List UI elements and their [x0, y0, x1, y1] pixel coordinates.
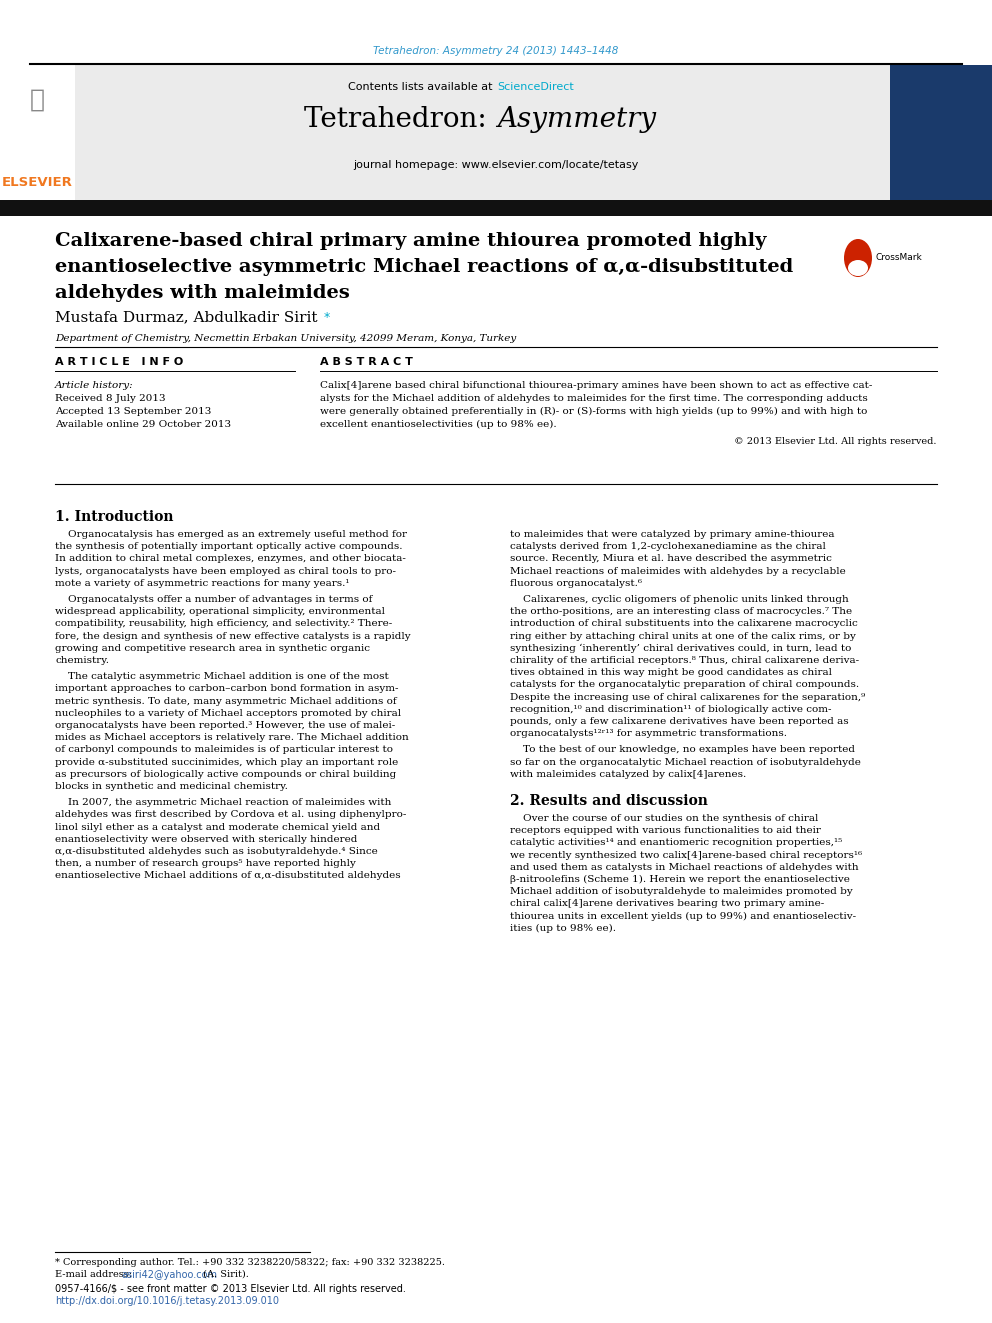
Text: blocks in synthetic and medicinal chemistry.: blocks in synthetic and medicinal chemis… — [55, 782, 288, 791]
Text: we recently synthesized two calix[4]arene-based chiral receptors¹⁶: we recently synthesized two calix[4]aren… — [510, 851, 862, 860]
Text: To the best of our knowledge, no examples have been reported: To the best of our knowledge, no example… — [510, 745, 855, 754]
Text: © 2013 Elsevier Ltd. All rights reserved.: © 2013 Elsevier Ltd. All rights reserved… — [734, 437, 937, 446]
Text: Department of Chemistry, Necmettin Erbakan University, 42099 Meram, Konya, Turke: Department of Chemistry, Necmettin Erbak… — [55, 333, 516, 343]
Text: http://dx.doi.org/10.1016/j.tetasy.2013.09.010: http://dx.doi.org/10.1016/j.tetasy.2013.… — [55, 1297, 279, 1306]
Text: enantioselectivity were observed with sterically hindered: enantioselectivity were observed with st… — [55, 835, 357, 844]
Text: Article history:: Article history: — [55, 381, 134, 390]
Text: synthesizing ‘inherently’ chiral derivatives could, in turn, lead to: synthesizing ‘inherently’ chiral derivat… — [510, 644, 851, 654]
Text: Organocatalysts offer a number of advantages in terms of: Organocatalysts offer a number of advant… — [55, 595, 372, 605]
Text: In addition to chiral metal complexes, enzymes, and other biocata-: In addition to chiral metal complexes, e… — [55, 554, 406, 564]
Ellipse shape — [848, 261, 868, 277]
Text: organocatalysts¹²ʳ¹³ for asymmetric transformations.: organocatalysts¹²ʳ¹³ for asymmetric tran… — [510, 729, 787, 738]
Text: enantioselective Michael additions of α,α-disubstituted aldehydes: enantioselective Michael additions of α,… — [55, 872, 401, 880]
Text: Calixarene-based chiral primary amine thiourea promoted highly: Calixarene-based chiral primary amine th… — [55, 232, 767, 250]
Text: then, a number of research groups⁵ have reported highly: then, a number of research groups⁵ have … — [55, 859, 356, 868]
Text: organocatalysts have been reported.³ However, the use of malei-: organocatalysts have been reported.³ How… — [55, 721, 395, 730]
Text: Accepted 13 September 2013: Accepted 13 September 2013 — [55, 407, 211, 415]
Text: nucleophiles to a variety of Michael acceptors promoted by chiral: nucleophiles to a variety of Michael acc… — [55, 709, 401, 718]
Text: 🌳: 🌳 — [30, 89, 45, 112]
Text: asiri42@yahoo.com: asiri42@yahoo.com — [121, 1270, 217, 1279]
Text: Calixarenes, cyclic oligomers of phenolic units linked through: Calixarenes, cyclic oligomers of phenoli… — [510, 595, 849, 605]
Text: Calix[4]arene based chiral bifunctional thiourea-primary amines have been shown : Calix[4]arene based chiral bifunctional … — [320, 381, 872, 390]
Text: 1. Introduction: 1. Introduction — [55, 509, 174, 524]
Text: CrossMark: CrossMark — [876, 254, 923, 262]
Text: receptors equipped with various functionalities to aid their: receptors equipped with various function… — [510, 826, 820, 835]
Text: mote a variety of asymmetric reactions for many years.¹: mote a variety of asymmetric reactions f… — [55, 578, 349, 587]
Text: source. Recently, Miura et al. have described the asymmetric: source. Recently, Miura et al. have desc… — [510, 554, 832, 564]
Text: lysts, organocatalysts have been employed as chiral tools to pro-: lysts, organocatalysts have been employe… — [55, 566, 396, 576]
Ellipse shape — [844, 239, 872, 277]
Bar — [0, 65, 75, 200]
Text: 0957-4166/$ - see front matter © 2013 Elsevier Ltd. All rights reserved.: 0957-4166/$ - see front matter © 2013 El… — [55, 1285, 406, 1294]
Text: the ortho-positions, are an interesting class of macrocycles.⁷ The: the ortho-positions, are an interesting … — [510, 607, 852, 617]
Text: catalytic activities¹⁴ and enantiomeric recognition properties,¹⁵: catalytic activities¹⁴ and enantiomeric … — [510, 839, 842, 848]
Text: Contents lists available at: Contents lists available at — [348, 82, 496, 93]
Text: the synthesis of potentially important optically active compounds.: the synthesis of potentially important o… — [55, 542, 403, 552]
Text: catalysts for the organocatalytic preparation of chiral compounds.: catalysts for the organocatalytic prepar… — [510, 680, 859, 689]
Text: journal homepage: www.elsevier.com/locate/tetasy: journal homepage: www.elsevier.com/locat… — [353, 160, 639, 169]
Text: with maleimides catalyzed by calix[4]arenes.: with maleimides catalyzed by calix[4]are… — [510, 770, 746, 779]
Text: growing and competitive research area in synthetic organic: growing and competitive research area in… — [55, 644, 370, 652]
Text: metric synthesis. To date, many asymmetric Michael additions of: metric synthesis. To date, many asymmetr… — [55, 697, 397, 705]
Text: recognition,¹⁰ and discrimination¹¹ of biologically active com-: recognition,¹⁰ and discrimination¹¹ of b… — [510, 705, 831, 714]
Text: Asymmetry: Asymmetry — [497, 106, 656, 134]
Text: chiral calix[4]arene derivatives bearing two primary amine-: chiral calix[4]arene derivatives bearing… — [510, 900, 824, 909]
Text: In 2007, the asymmetric Michael reaction of maleimides with: In 2007, the asymmetric Michael reaction… — [55, 798, 392, 807]
Text: β-nitroolefins (Scheme 1). Herein we report the enantioselective: β-nitroolefins (Scheme 1). Herein we rep… — [510, 875, 850, 884]
Text: tives obtained in this way might be good candidates as chiral: tives obtained in this way might be good… — [510, 668, 832, 677]
Text: The catalytic asymmetric Michael addition is one of the most: The catalytic asymmetric Michael additio… — [55, 672, 389, 681]
Text: (A. Sirit).: (A. Sirit). — [200, 1270, 249, 1279]
Text: pounds, only a few calixarene derivatives have been reported as: pounds, only a few calixarene derivative… — [510, 717, 848, 726]
Text: fore, the design and synthesis of new effective catalysts is a rapidly: fore, the design and synthesis of new ef… — [55, 631, 411, 640]
Bar — [75, 65, 915, 200]
Text: Tetrahedron: Asymmetry 24 (2013) 1443–1448: Tetrahedron: Asymmetry 24 (2013) 1443–14… — [373, 46, 619, 56]
Text: widespread applicability, operational simplicity, environmental: widespread applicability, operational si… — [55, 607, 385, 617]
Text: provide α-substituted succinimides, which play an important role: provide α-substituted succinimides, whic… — [55, 758, 398, 766]
Text: Michael addition of isobutyraldehyde to maleimides promoted by: Michael addition of isobutyraldehyde to … — [510, 888, 853, 896]
Text: and used them as catalysts in Michael reactions of aldehydes with: and used them as catalysts in Michael re… — [510, 863, 859, 872]
Text: compatibility, reusability, high efficiency, and selectivity.² There-: compatibility, reusability, high efficie… — [55, 619, 392, 628]
Text: Despite the increasing use of chiral calixarenes for the separation,⁹: Despite the increasing use of chiral cal… — [510, 693, 865, 701]
Text: to maleimides that were catalyzed by primary amine-thiourea: to maleimides that were catalyzed by pri… — [510, 531, 834, 538]
Text: important approaches to carbon–carbon bond formation in asym-: important approaches to carbon–carbon bo… — [55, 684, 399, 693]
Text: linol silyl ether as a catalyst and moderate chemical yield and: linol silyl ether as a catalyst and mode… — [55, 823, 380, 832]
Text: chirality of the artificial receptors.⁸ Thus, chiral calixarene deriva-: chirality of the artificial receptors.⁸ … — [510, 656, 859, 665]
Text: enantioselective asymmetric Michael reactions of α,α-disubstituted: enantioselective asymmetric Michael reac… — [55, 258, 794, 277]
Text: α,α-disubstituted aldehydes such as isobutyraldehyde.⁴ Since: α,α-disubstituted aldehydes such as isob… — [55, 847, 378, 856]
Text: A B S T R A C T: A B S T R A C T — [320, 357, 413, 366]
Text: Over the course of our studies on the synthesis of chiral: Over the course of our studies on the sy… — [510, 814, 818, 823]
Text: mides as Michael acceptors is relatively rare. The Michael addition: mides as Michael acceptors is relatively… — [55, 733, 409, 742]
Text: Available online 29 October 2013: Available online 29 October 2013 — [55, 419, 231, 429]
Text: introduction of chiral substituents into the calixarene macrocyclic: introduction of chiral substituents into… — [510, 619, 858, 628]
Text: ities (up to 98% ee).: ities (up to 98% ee). — [510, 923, 616, 933]
Text: Michael reactions of maleimides with aldehydes by a recyclable: Michael reactions of maleimides with ald… — [510, 566, 846, 576]
Text: aldehydes was first described by Cordova et al. using diphenylpro-: aldehydes was first described by Cordova… — [55, 811, 407, 819]
Text: A R T I C L E   I N F O: A R T I C L E I N F O — [55, 357, 184, 366]
Text: E-mail address:: E-mail address: — [55, 1270, 135, 1279]
Text: alysts for the Michael addition of aldehydes to maleimides for the first time. T: alysts for the Michael addition of aldeh… — [320, 394, 868, 404]
Text: ring either by attaching chiral units at one of the calix rims, or by: ring either by attaching chiral units at… — [510, 631, 856, 640]
Text: were generally obtained preferentially in (R)- or (S)-forms with high yields (up: were generally obtained preferentially i… — [320, 407, 867, 417]
Text: Received 8 July 2013: Received 8 July 2013 — [55, 394, 166, 404]
Bar — [0, 200, 992, 216]
Text: 2. Results and discussion: 2. Results and discussion — [510, 794, 708, 808]
Bar — [890, 65, 992, 200]
Text: excellent enantioselectivities (up to 98% ee).: excellent enantioselectivities (up to 98… — [320, 419, 557, 429]
Text: as precursors of biologically active compounds or chiral building: as precursors of biologically active com… — [55, 770, 396, 779]
Text: catalysts derived from 1,2-cyclohexanediamine as the chiral: catalysts derived from 1,2-cyclohexanedi… — [510, 542, 826, 552]
Text: Tetrahedron:: Tetrahedron: — [305, 106, 496, 134]
Text: thiourea units in excellent yields (up to 99%) and enantioselectiv-: thiourea units in excellent yields (up t… — [510, 912, 856, 921]
Text: Mustafa Durmaz, Abdulkadir Sirit: Mustafa Durmaz, Abdulkadir Sirit — [55, 310, 317, 324]
Text: ELSEVIER: ELSEVIER — [2, 176, 72, 189]
Text: aldehydes with maleimides: aldehydes with maleimides — [55, 284, 350, 302]
Text: Organocatalysis has emerged as an extremely useful method for: Organocatalysis has emerged as an extrem… — [55, 531, 407, 538]
Text: chemistry.: chemistry. — [55, 656, 109, 665]
Text: fluorous organocatalyst.⁶: fluorous organocatalyst.⁶ — [510, 578, 642, 587]
Text: * Corresponding author. Tel.: +90 332 3238220/58322; fax: +90 332 3238225.: * Corresponding author. Tel.: +90 332 32… — [55, 1258, 445, 1267]
Text: *: * — [320, 311, 330, 324]
Text: of carbonyl compounds to maleimides is of particular interest to: of carbonyl compounds to maleimides is o… — [55, 745, 393, 754]
Text: so far on the organocatalytic Michael reaction of isobutyraldehyde: so far on the organocatalytic Michael re… — [510, 758, 861, 766]
Text: ScienceDirect: ScienceDirect — [497, 82, 573, 93]
